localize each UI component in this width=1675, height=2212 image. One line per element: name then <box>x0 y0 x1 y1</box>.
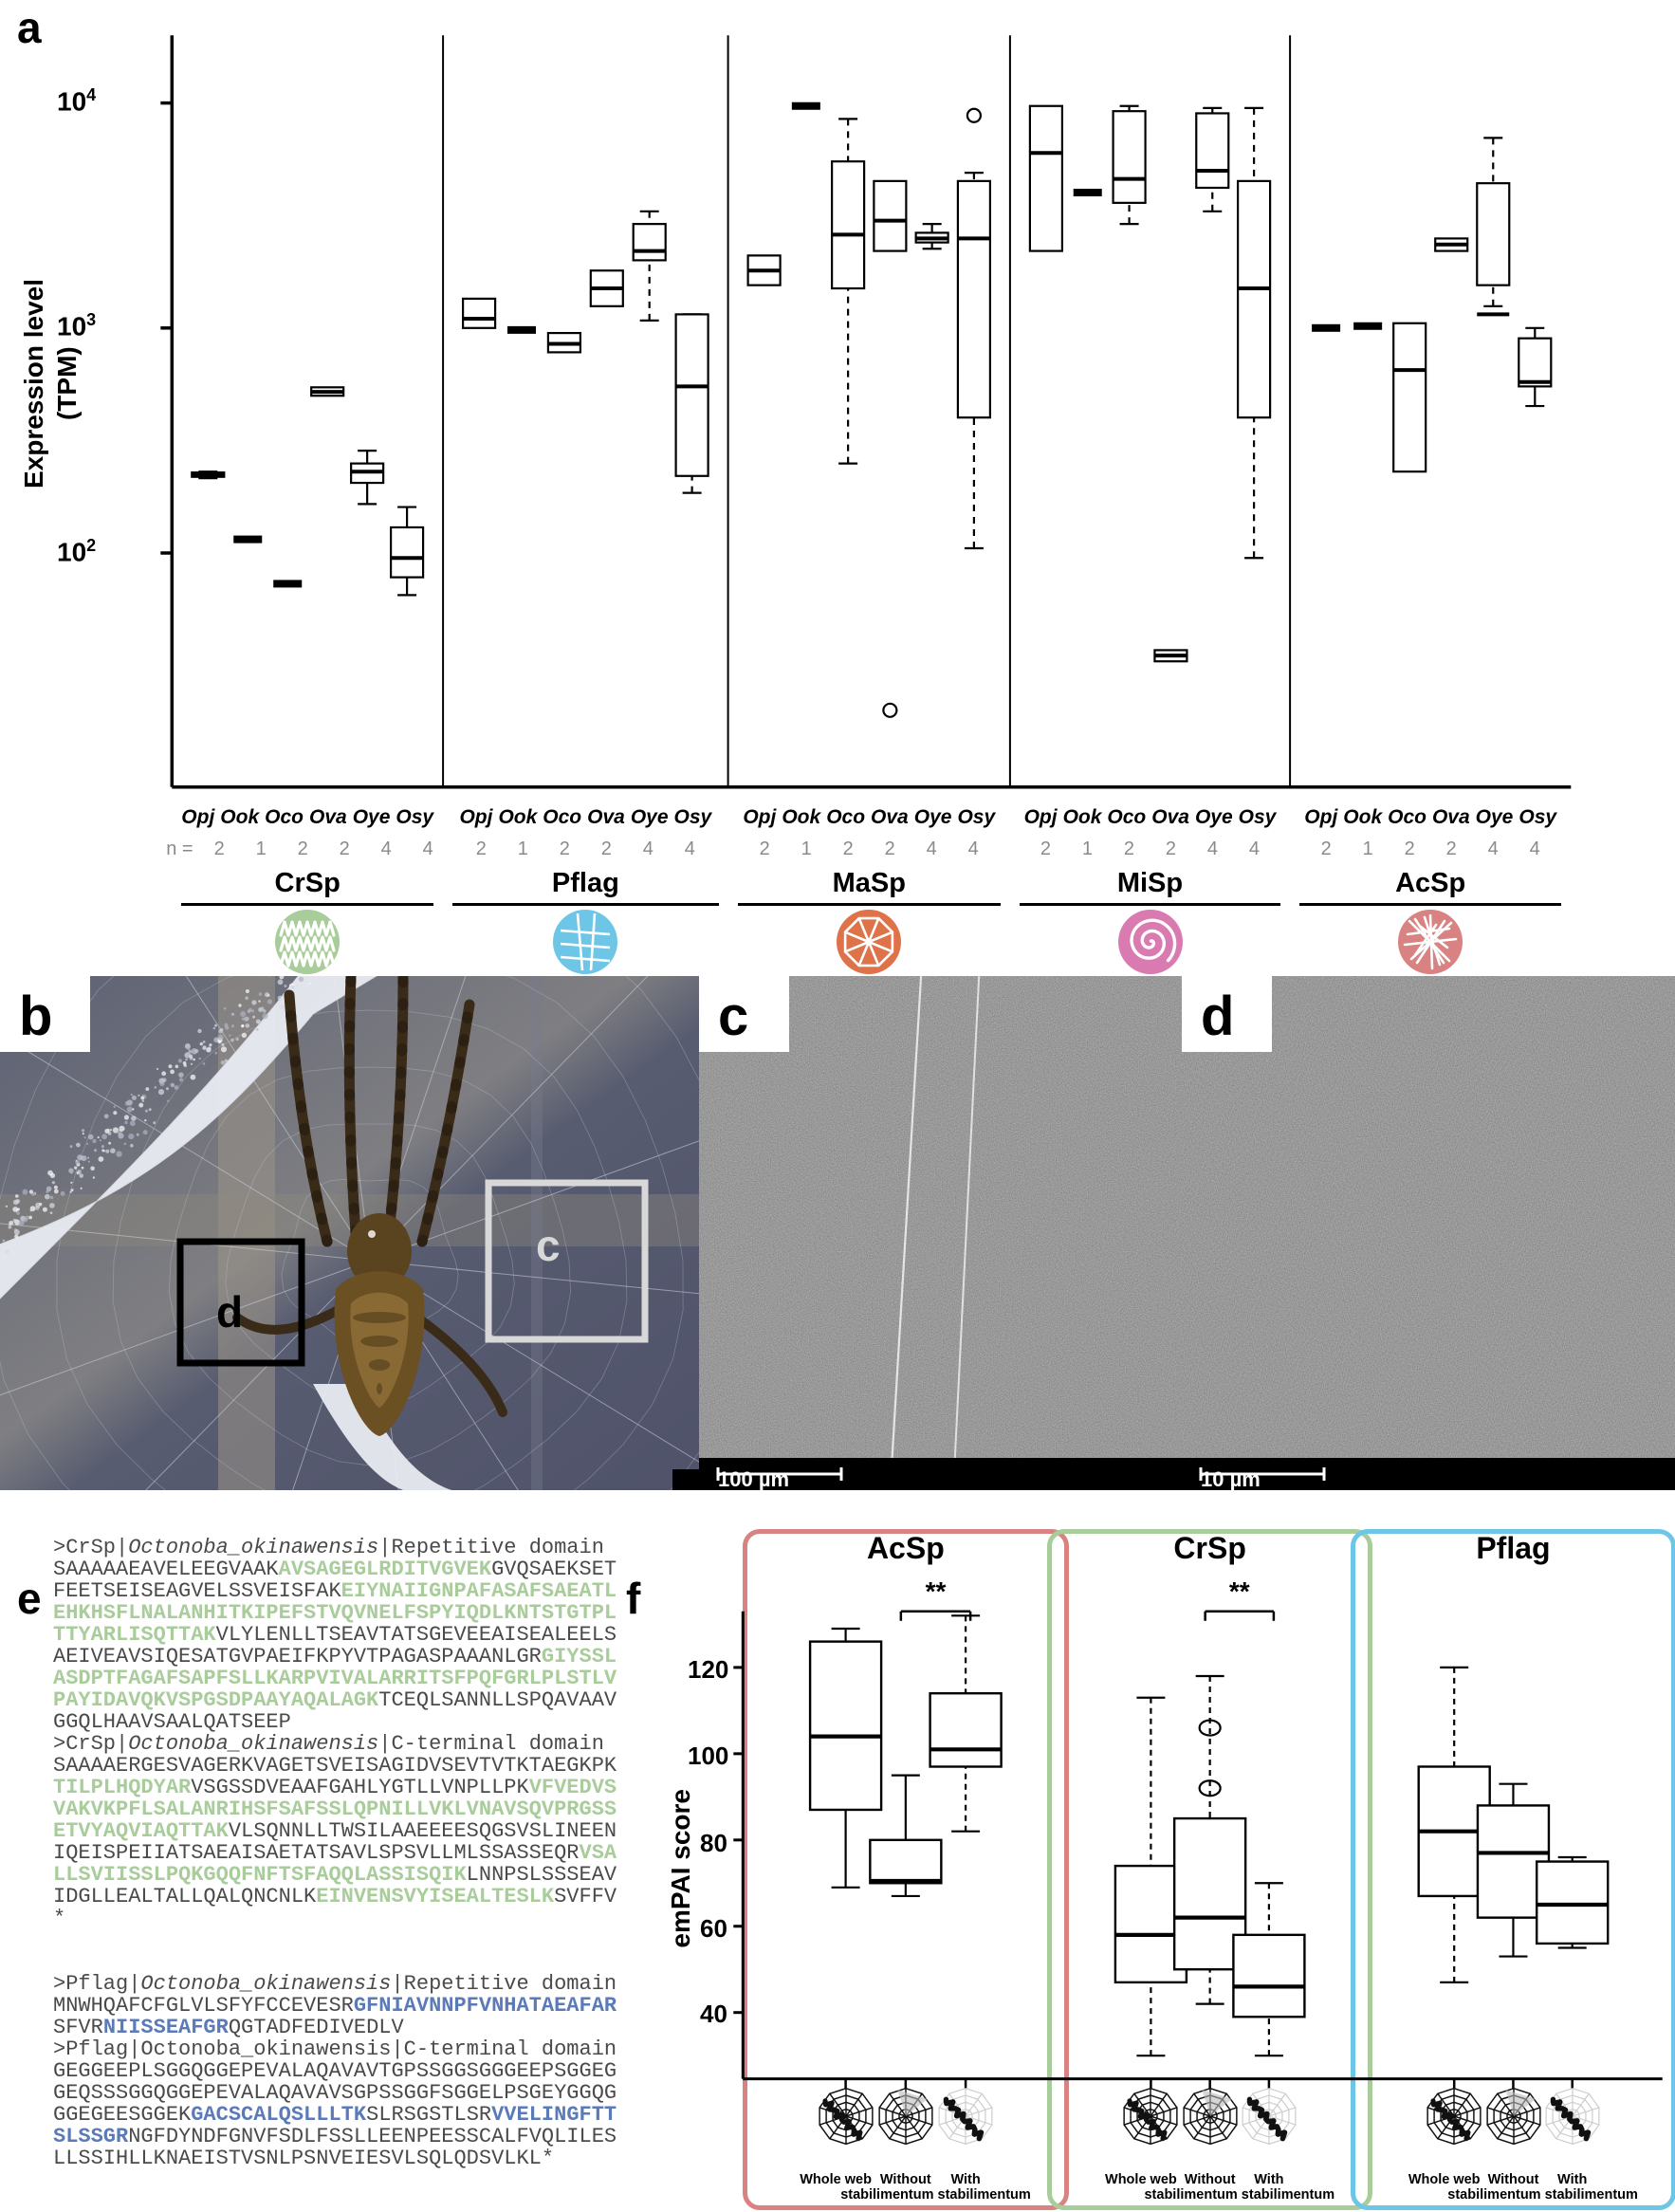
svg-text:**: ** <box>926 1576 947 1606</box>
svg-text:**: ** <box>1229 1576 1250 1606</box>
